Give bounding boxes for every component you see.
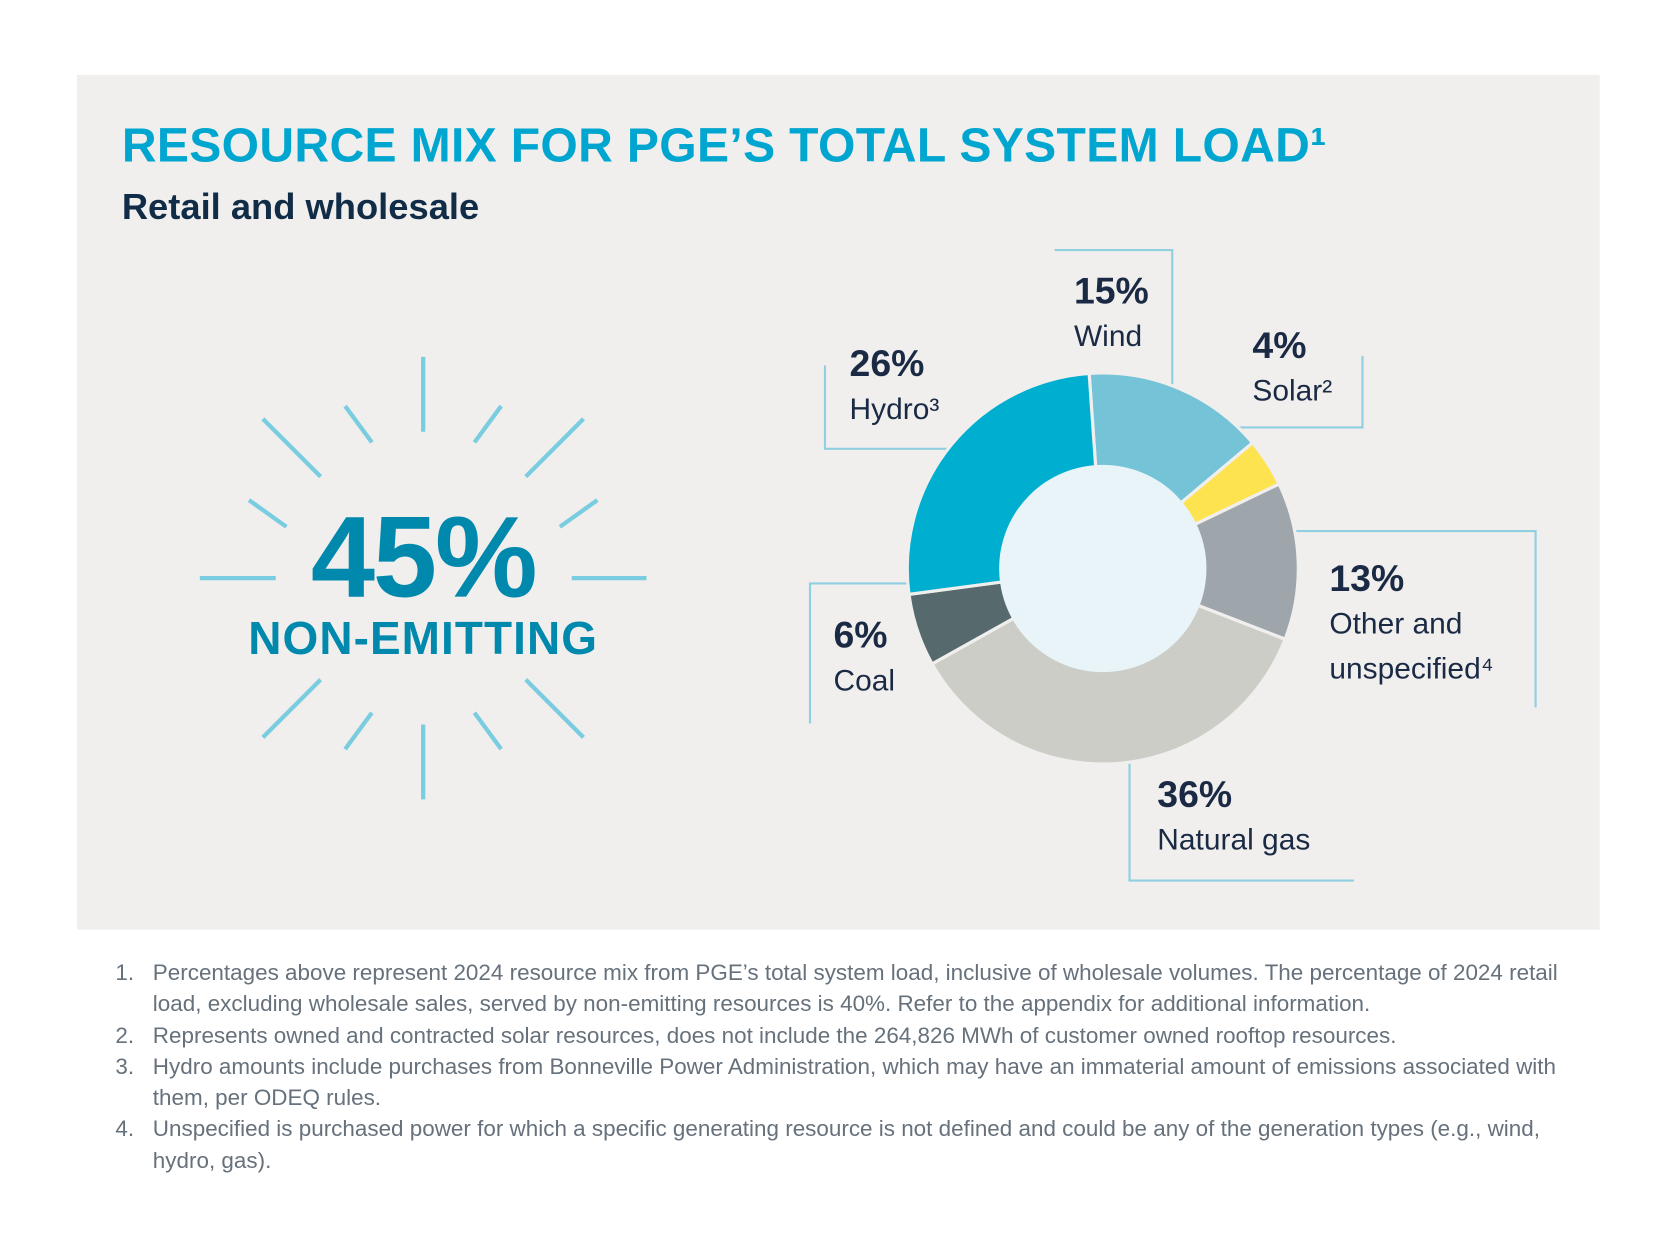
- ray: [472, 711, 503, 751]
- chart-panel: [76, 74, 1600, 930]
- footnote: 2. Represents owned and contracted solar …: [107, 1020, 1582, 1051]
- footnote-text: Represents owned and contracted solar re…: [152, 1023, 1397, 1048]
- leader-solar: [1228, 355, 1364, 429]
- data-label: 26%: [849, 343, 925, 385]
- ray: [261, 417, 323, 479]
- category-label: Wind: [1073, 319, 1143, 353]
- category-label: Other and: [1329, 606, 1463, 641]
- label-gas: 36% Natural gas: [1157, 773, 1310, 863]
- leader-other: [1276, 530, 1537, 708]
- leader-gas: [1128, 760, 1354, 882]
- label-solar: 4% Solar²: [1252, 324, 1332, 414]
- label-coal: 6% Coal: [834, 613, 896, 703]
- category-label: Coal: [833, 663, 896, 697]
- ray: [524, 678, 585, 739]
- category-label: Natural gas: [1157, 822, 1311, 856]
- footnote: 3. Hydro amounts include purchases from B…: [107, 1051, 1582, 1114]
- footnote-number: 4.: [115, 1117, 135, 1142]
- footnote-text: Percentages above represent 2024 resourc…: [152, 960, 1558, 1017]
- chart-subtitle: Retail and wholesale: [121, 187, 480, 228]
- leader-wind: [1054, 248, 1174, 385]
- data-label: 13%: [1329, 557, 1405, 600]
- category-label: Hydro³: [849, 392, 940, 426]
- leader-coal: [808, 582, 909, 724]
- label-hydro: 26% Hydro³: [850, 342, 940, 432]
- footnote-number: 1.: [115, 960, 135, 986]
- non-emitting-label: NON-EMITTING: [248, 613, 599, 665]
- footnote-number: 2.: [115, 1023, 135, 1048]
- chart-title: RESOURCE MIX FOR PGE’S TOTAL SYSTEM LOAD…: [121, 117, 1327, 173]
- burst-rays-icon: [199, 356, 647, 800]
- footnote-text: Unspecified is purchased power for which…: [152, 1117, 1540, 1174]
- ray: [343, 711, 374, 751]
- ray: [343, 404, 374, 444]
- ray: [524, 417, 585, 479]
- data-label: 4%: [1252, 324, 1307, 367]
- ray: [247, 498, 288, 529]
- category-label: Solar²: [1252, 374, 1333, 408]
- footnote: 4. Unspecified is purchased power for whi…: [107, 1114, 1582, 1177]
- data-label: 15%: [1073, 270, 1149, 313]
- label-other: 13% Other and unspecified⁴: [1329, 557, 1493, 692]
- donut-hole: [999, 464, 1207, 673]
- ray: [472, 404, 503, 444]
- category-label: unspecified⁴: [1329, 651, 1494, 685]
- footnote: 1. Percentages above represent 2024 resou…: [107, 957, 1582, 1020]
- data-label: 36%: [1157, 773, 1233, 816]
- footnote-text: Hydro amounts include purchases from Bon…: [152, 1054, 1556, 1111]
- ray: [558, 498, 599, 529]
- data-label: 6%: [833, 614, 888, 657]
- ray: [261, 678, 323, 739]
- label-wind: 15% Wind: [1074, 269, 1149, 359]
- footnote-number: 3.: [115, 1054, 135, 1080]
- footnotes: 1. Percentages above represent 2024 resou…: [107, 957, 1582, 1176]
- non-emitting-percent: 45%: [310, 491, 538, 621]
